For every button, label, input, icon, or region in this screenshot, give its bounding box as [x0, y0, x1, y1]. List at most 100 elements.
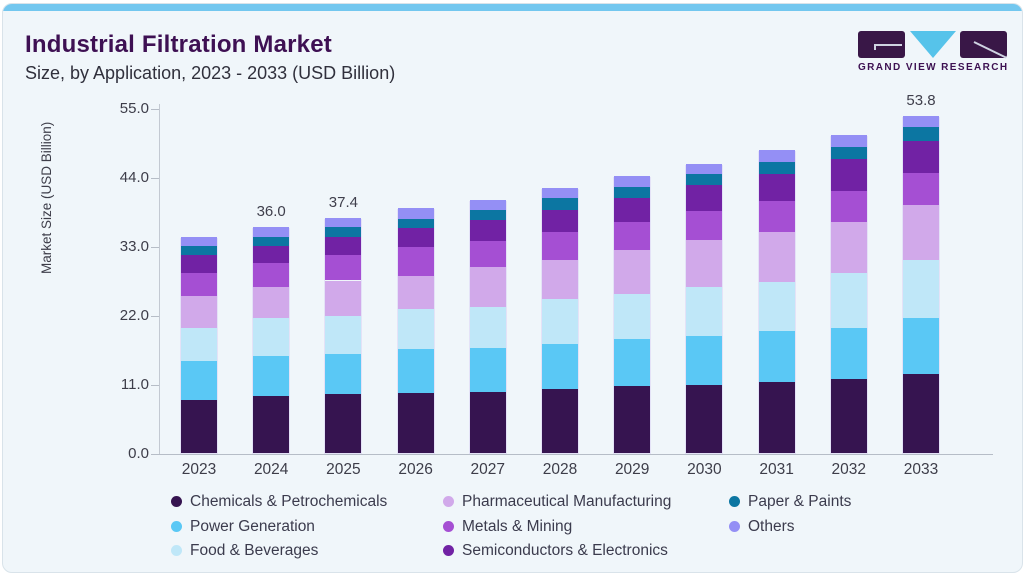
bar-segment-2023 [181, 327, 217, 361]
x-tick-label-2029: 2029 [614, 461, 650, 478]
chart-title: Industrial Filtration Market [25, 31, 332, 58]
bar-segment-2031 [758, 331, 795, 383]
bar-segment-2025 [325, 255, 362, 281]
legend-label: Semiconductors & Electronics [462, 542, 668, 559]
legend-label: Pharmaceutical Manufacturing [462, 493, 672, 510]
bar-segment-2030 [686, 286, 723, 336]
bar-segment-2033 [903, 140, 939, 173]
bar-2025 [324, 218, 363, 454]
x-tick-label-2032: 2032 [831, 461, 867, 478]
logo-g-icon [858, 31, 905, 58]
bar-segment-2031 [758, 150, 795, 162]
bar-2028 [541, 187, 579, 454]
logo-v-icon [910, 31, 956, 58]
bar-segment-2026 [397, 208, 434, 220]
y-tick-mark [151, 385, 159, 386]
y-tick-mark [151, 247, 159, 248]
bar-segment-2025 [325, 394, 362, 453]
x-tick-label-2027: 2027 [470, 461, 506, 478]
grand-view-research-logo: GRAND VIEW RESEARCH [858, 31, 1008, 73]
legend-label: Others [748, 517, 795, 535]
bar-segment-2028 [542, 299, 578, 345]
bar-segment-2030 [686, 210, 723, 240]
bar-segment-2023 [181, 254, 217, 273]
report-card: Industrial Filtration Market Size, by Ap… [2, 3, 1023, 573]
bar-segment-2023 [181, 246, 217, 255]
bar-segment-2030 [686, 239, 723, 287]
bar-segment-2027 [469, 267, 506, 308]
bar-segment-2026 [397, 227, 434, 248]
bar-segment-2030 [686, 174, 723, 185]
bar-segment-2032 [830, 221, 867, 273]
y-tick-mark [151, 178, 159, 179]
x-tick-label-2030: 2030 [687, 461, 722, 478]
legend-label: Paper & Paints [748, 493, 852, 510]
bar-segment-2030 [686, 384, 723, 453]
x-tick-label-2025: 2025 [326, 461, 361, 478]
bar-segment-2028 [542, 344, 578, 390]
bar-segment-2027 [469, 210, 506, 220]
bar-segment-2031 [758, 161, 795, 174]
y-tick-mark [151, 109, 159, 110]
bar-segment-2025 [325, 280, 362, 317]
bar-segment-2023 [181, 360, 217, 400]
bar-segment-2033 [903, 260, 939, 319]
y-tick-mark [151, 454, 159, 455]
bar-segment-2027 [469, 392, 506, 453]
bar-segment-2024 [253, 227, 290, 238]
bar-segment-2032 [830, 328, 867, 379]
bar-segment-2026 [397, 393, 434, 453]
x-tick-label-2031: 2031 [759, 461, 794, 478]
bar-2033 [902, 115, 940, 454]
bar-segment-2029 [614, 385, 651, 453]
bar-total-label-2033: 53.8 [906, 91, 936, 109]
bar-segment-2025 [325, 227, 362, 237]
y-tick-label: 44.0 [119, 169, 149, 186]
bar-2029 [613, 176, 652, 454]
bar-2026 [396, 208, 435, 454]
bar-segment-2026 [397, 219, 434, 228]
bar-segment-2028 [542, 187, 578, 199]
bar-segment-2032 [830, 158, 867, 191]
bar-segment-2031 [758, 232, 795, 282]
legend-label: Chemicals & Petrochemicals [190, 493, 388, 510]
bar-segment-2029 [614, 197, 651, 223]
bar-2031 [757, 150, 796, 454]
bar-segment-2029 [614, 294, 651, 340]
x-tick-label-2023: 2023 [181, 461, 217, 478]
bar-segment-2025 [325, 218, 362, 228]
bar-segment-2031 [758, 200, 795, 233]
bar-segment-2024 [253, 356, 290, 396]
bar-segment-2028 [542, 198, 578, 210]
y-tick-label: 22.0 [119, 307, 149, 324]
bar-segment-2024 [253, 395, 290, 453]
logo-r-icon [960, 31, 1007, 59]
bar-segment-2031 [758, 382, 795, 453]
bar-segment-2029 [614, 222, 651, 251]
logo-glyphs [858, 31, 1008, 59]
x-axis-line [159, 454, 993, 455]
bar-segment-2029 [614, 339, 651, 386]
legend-label: Metals & Mining [462, 517, 573, 535]
y-tick-label: 55.0 [119, 100, 149, 117]
bar-segment-2023 [181, 399, 217, 453]
bar-total-label-2025: 37.4 [328, 194, 358, 212]
x-tick-label-2024: 2024 [253, 461, 289, 478]
bar-segment-2028 [542, 231, 578, 260]
bar-segment-2026 [397, 309, 434, 349]
bar-segment-2027 [469, 199, 506, 211]
accent-top-strip [3, 4, 1022, 11]
bar-2032 [829, 134, 868, 454]
bar-segment-2032 [830, 146, 867, 159]
y-tick-mark [151, 316, 159, 317]
logo-wordmark: GRAND VIEW RESEARCH [858, 62, 1009, 73]
bar-segment-2032 [830, 378, 867, 453]
bar-2030 [685, 163, 724, 454]
bar-segment-2032 [830, 272, 867, 329]
bar-segment-2027 [469, 348, 506, 393]
bar-segment-2023 [181, 236, 217, 246]
bar-segment-2025 [325, 236, 362, 256]
bar-segment-2030 [686, 163, 723, 175]
bar-segment-2029 [614, 187, 651, 198]
x-tick-label-2026: 2026 [398, 461, 433, 478]
